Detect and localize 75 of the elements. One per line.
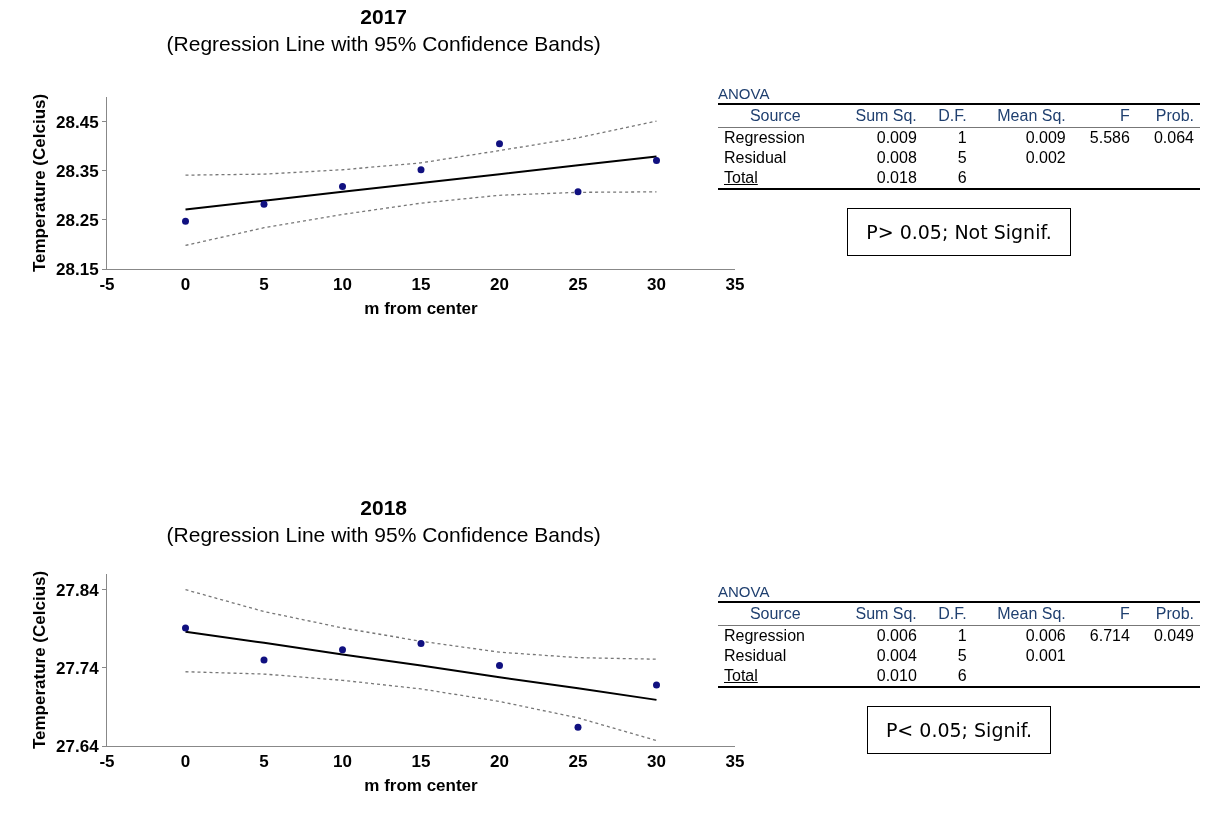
x-tick-label: 30 [647,752,666,772]
text: 6 [957,667,967,684]
text: 5 [957,647,967,664]
text: 0.006 [1025,627,1066,644]
category-label: D.F. [922,603,973,626]
x-axis-title: m from center [364,298,479,318]
category-label: Total [724,169,758,186]
y-tick-label: 28.15 [56,259,99,279]
text: P< 0.05; Signif. [866,706,1052,754]
text: ANOVA [718,583,1200,603]
x-tick-label: 15 [411,752,431,772]
chart-subtitle: (Regression Line with 95% Confidence Bands) [166,523,601,547]
x-tick-label: 15 [411,275,431,295]
x-tick-label: 10 [333,752,352,772]
x-tick-label: 30 [647,275,666,295]
category-label: Residual [724,647,787,664]
x-tick-label: -5 [99,275,115,295]
category-label: Prob. [1135,603,1200,626]
text: 0.009 [876,129,917,146]
text: 6 [957,169,967,186]
category-label: Mean Sq. [972,603,1072,626]
y-tick-label: 27.64 [56,736,100,756]
text: 0.010 [876,667,917,684]
x-tick-label: 20 [490,275,509,295]
x-axis-title: m from center [364,775,479,795]
category-label: Regression [724,627,805,644]
y-tick-label: 28.25 [56,210,99,230]
x-tick-label: 25 [568,275,588,295]
y-axis-title: Temperature (Celcius) [29,570,49,750]
x-tick-label: 0 [180,275,191,295]
x-tick-label: 35 [725,275,745,295]
chart-title: 2017 [360,4,408,28]
y-tick-label: 27.84 [56,580,100,600]
x-tick-label: -5 [99,752,115,772]
x-tick-label: 5 [259,275,269,295]
chart-title: 2018 [360,495,408,519]
text: P> 0.05; Not Signif. [847,208,1071,256]
category-label: Source [718,603,833,626]
y-tick-label: 28.45 [56,112,99,132]
x-tick-label: 35 [725,752,745,772]
y-tick-label: 27.74 [56,658,100,678]
text: 0.064 [1153,129,1194,146]
category-label: Sum Sq. [832,603,923,626]
chart-subtitle: (Regression Line with 95% Confidence Bands) [166,32,601,56]
category-label: Sum Sq. [832,105,923,128]
text: 0.002 [1025,149,1066,166]
text: 6.714 [1089,627,1130,644]
text: 0.009 [1025,129,1066,146]
category-label: F [1071,603,1136,626]
text: 5.586 [1089,129,1130,146]
category-label: Total [724,667,758,684]
x-tick-label: 0 [180,752,191,772]
text: 1 [957,129,967,146]
text: 0.018 [876,169,917,186]
text: 0.001 [1025,647,1066,664]
x-tick-label: 25 [568,752,588,772]
y-axis-title: Temperature (Celcius) [29,93,49,273]
x-tick-label: 20 [490,752,509,772]
text: ANOVA [718,85,1200,105]
category-label: Mean Sq. [972,105,1072,128]
category-label: D.F. [922,105,973,128]
text: 0.049 [1153,627,1194,644]
y-tick-label: 28.35 [56,161,99,181]
text: 1 [957,627,967,644]
category-label: Source [718,105,833,128]
category-label: Regression [724,129,805,146]
text: 5 [957,149,967,166]
category-label: Prob. [1135,105,1200,128]
text: 0.006 [876,627,917,644]
text: 0.008 [876,149,917,166]
text: 0.004 [876,647,917,664]
x-tick-label: 10 [333,275,352,295]
x-tick-label: 5 [259,752,269,772]
category-label: F [1071,105,1136,128]
category-label: Residual [724,149,787,166]
